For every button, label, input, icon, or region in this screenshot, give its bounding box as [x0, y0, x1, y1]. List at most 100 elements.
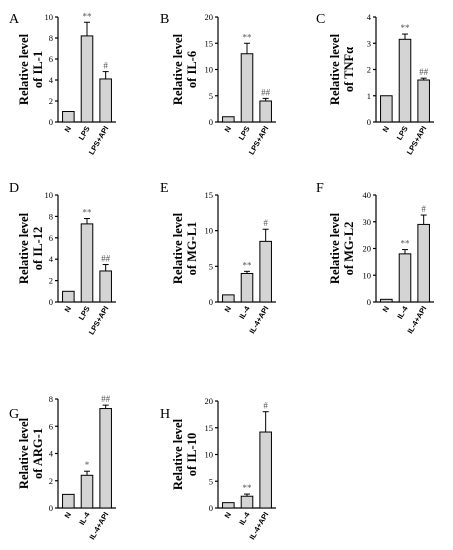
- y-tick-label: 10: [205, 450, 214, 460]
- y-axis-label: Relative level: [171, 212, 185, 284]
- y-tick-label: 2: [49, 276, 53, 286]
- y-tick-label: 0: [367, 297, 371, 307]
- bar: [259, 431, 272, 509]
- bar: [80, 35, 94, 123]
- bar: [240, 53, 254, 123]
- panel-letter: G: [9, 407, 19, 422]
- y-axis-label: Relative level: [171, 418, 185, 490]
- y-tick-label: 10: [363, 270, 372, 280]
- x-tick-label: LPS: [237, 125, 252, 142]
- y-tick-label: 0: [209, 503, 213, 513]
- y-tick-label: 0: [49, 297, 53, 307]
- x-tick-label: N: [223, 125, 234, 134]
- x-tick-label: N: [223, 305, 234, 314]
- significance-mark: ##: [101, 394, 111, 404]
- y-axis-label: Relative level: [17, 212, 31, 284]
- significance-mark: **: [401, 239, 411, 249]
- bar: [380, 298, 393, 303]
- y-axis-label: of IL-10: [185, 433, 199, 476]
- bar: [417, 223, 430, 303]
- y-axis-label: of IL-12: [31, 227, 45, 270]
- bar: [380, 95, 393, 123]
- bar: [222, 502, 235, 509]
- y-tick-label: 8: [49, 211, 53, 221]
- x-tick-label: LPS: [77, 125, 92, 142]
- x-tick-label: IL-4: [237, 304, 252, 321]
- x-tick-label: IL-4: [77, 510, 92, 527]
- x-tick-label: N: [63, 125, 74, 134]
- y-tick-label: 5: [209, 261, 213, 271]
- significance-mark: *: [85, 460, 90, 470]
- y-tick-label: 20: [205, 396, 214, 406]
- y-tick-label: 4: [49, 75, 54, 85]
- y-tick-label: 15: [205, 38, 214, 48]
- y-tick-label: 20: [205, 12, 214, 22]
- bar: [240, 272, 254, 303]
- bar: [222, 116, 235, 123]
- y-axis-label: Relative level: [17, 33, 31, 105]
- bar: [99, 270, 112, 303]
- significance-mark: #: [263, 401, 268, 411]
- bar: [398, 253, 412, 303]
- y-tick-label: 20: [363, 244, 372, 254]
- panel-letter: A: [9, 12, 20, 27]
- bar: [259, 240, 272, 303]
- bar: [62, 290, 75, 303]
- y-axis-label: of MG-L2: [342, 222, 356, 276]
- panel-letter: D: [9, 181, 19, 196]
- y-tick-label: 6: [49, 233, 53, 243]
- y-tick-label: 6: [49, 54, 53, 64]
- significance-mark: #: [103, 61, 108, 71]
- y-tick-label: 8: [49, 394, 53, 404]
- y-tick-label: 2: [49, 96, 53, 106]
- y-tick-label: 4: [49, 449, 54, 459]
- y-tick-label: 0: [209, 297, 213, 307]
- significance-mark: #: [263, 218, 268, 228]
- panel-letter: C: [316, 12, 325, 27]
- y-tick-label: 10: [205, 65, 214, 75]
- y-tick-label: 3: [367, 38, 371, 48]
- y-axis-label: Relative level: [328, 33, 342, 105]
- x-tick-label: N: [63, 305, 74, 314]
- y-axis-label: of MG-L1: [185, 222, 199, 276]
- significance-mark: #: [421, 204, 426, 214]
- panel-f: F Relative level of MG-L2 0 10 20 30 40 N ** IL-4 #…: [316, 181, 434, 335]
- significance-mark: **: [243, 483, 253, 493]
- significance-mark: **: [83, 11, 93, 21]
- bar: [259, 100, 272, 123]
- bar: [80, 474, 94, 509]
- y-tick-label: 4: [49, 254, 54, 264]
- y-tick-label: 10: [45, 190, 54, 200]
- x-tick-label: LPS: [395, 125, 410, 142]
- significance-mark: ##: [261, 87, 271, 97]
- bar: [222, 294, 235, 303]
- significance-mark: ##: [101, 254, 111, 264]
- bar: [99, 408, 112, 509]
- y-tick-label: 0: [209, 117, 213, 127]
- bar: [398, 38, 412, 123]
- bar: [62, 111, 75, 123]
- y-tick-label: 30: [363, 217, 372, 227]
- bar: [62, 493, 75, 509]
- x-tick-label: IL-4: [395, 304, 410, 321]
- y-tick-label: 8: [49, 33, 53, 43]
- bar: [80, 223, 94, 303]
- y-tick-label: 2: [49, 476, 53, 486]
- y-tick-label: 0: [49, 503, 53, 513]
- y-axis-label: of IL-6: [185, 51, 199, 88]
- y-tick-label: 5: [209, 91, 213, 101]
- y-tick-label: 6: [49, 421, 53, 431]
- panel-letter: H: [160, 407, 170, 422]
- y-tick-label: 0: [367, 117, 371, 127]
- significance-mark: **: [243, 32, 253, 42]
- bar: [240, 495, 254, 509]
- y-tick-label: 40: [363, 190, 372, 200]
- x-tick-label: N: [63, 511, 74, 520]
- y-tick-label: 5: [209, 476, 213, 486]
- significance-mark: ##: [419, 67, 429, 77]
- y-axis-label: Relative level: [171, 33, 185, 105]
